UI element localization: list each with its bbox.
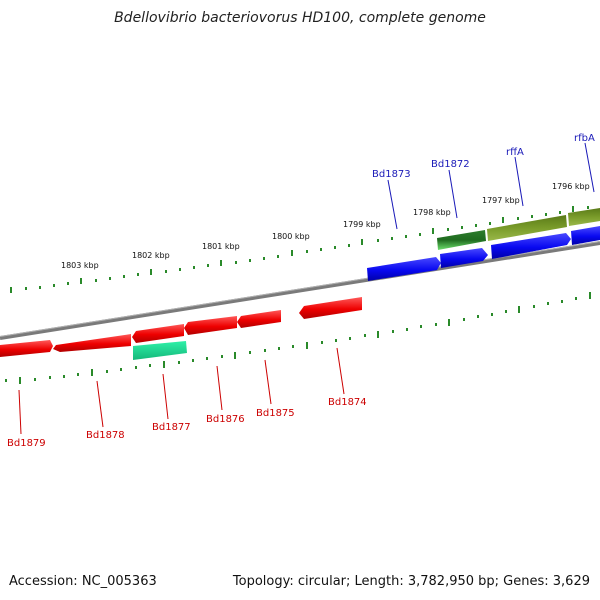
lower-leader-lines xyxy=(18,347,345,435)
tick-label: 1800 kbp xyxy=(272,232,310,241)
tick-label: 1797 kbp xyxy=(482,196,520,205)
gene-label-bd1872[interactable]: Bd1872 xyxy=(431,159,470,170)
gene-arrow-bd1872[interactable] xyxy=(440,248,488,268)
gene-arrow-bd1878[interactable] xyxy=(53,334,131,352)
gene-arrow-bd1875[interactable] xyxy=(237,310,281,328)
feature-rfba-olive[interactable] xyxy=(568,208,600,226)
gene-label-rfba[interactable]: rfbA xyxy=(574,133,595,144)
gene-arrow-bd1876[interactable] xyxy=(184,316,237,335)
gene-label-bd1879[interactable]: Bd1879 xyxy=(7,438,46,449)
genome-summary-text: Topology: circular; Length: 3,782,950 bp… xyxy=(232,574,590,589)
tick-label: 1799 kbp xyxy=(343,220,381,229)
gene-label-bd1877[interactable]: Bd1877 xyxy=(152,422,191,433)
reverse-strand-features xyxy=(0,297,362,360)
gene-arrow-bd1877[interactable] xyxy=(132,324,184,343)
gene-label-rffa[interactable]: rffA xyxy=(506,147,524,158)
tick-label: 1796 kbp xyxy=(552,182,590,191)
forward-strand-features xyxy=(367,208,600,281)
feature-rffa-olive[interactable] xyxy=(487,215,567,241)
gene-label-bd1876[interactable]: Bd1876 xyxy=(206,414,245,425)
gene-label-bd1874[interactable]: Bd1874 xyxy=(328,397,367,408)
upper-tick-dots xyxy=(25,206,589,290)
gene-arrow-rfba[interactable] xyxy=(571,226,600,245)
gene-arrow-rffa[interactable] xyxy=(491,233,571,259)
upper-tick-track xyxy=(10,206,574,293)
genome-title: Bdellovibrio bacteriovorus HD100, comple… xyxy=(114,10,486,26)
lower-tick-dots xyxy=(5,297,577,382)
gene-label-bd1873[interactable]: Bd1873 xyxy=(372,169,411,180)
gene-arrow-bd1879[interactable] xyxy=(0,340,53,357)
tick-label: 1801 kbp xyxy=(202,242,240,251)
lower-tick-track xyxy=(19,292,591,384)
tick-label: 1798 kbp xyxy=(413,208,451,217)
accession-text: Accession: NC_005363 xyxy=(9,574,157,589)
gene-arrow-bd1873[interactable] xyxy=(367,257,441,281)
genome-backbone xyxy=(0,241,600,340)
gene-label-bd1878[interactable]: Bd1878 xyxy=(86,430,125,441)
upper-leader-lines xyxy=(387,142,595,230)
tick-label: 1802 kbp xyxy=(132,251,170,260)
gene-arrow-bd1874[interactable] xyxy=(299,297,362,319)
rna-arrow-bd1877[interactable] xyxy=(133,341,187,360)
gene-label-bd1875[interactable]: Bd1875 xyxy=(256,408,295,419)
feature-bd1872-green[interactable] xyxy=(437,230,486,250)
tick-label: 1803 kbp xyxy=(61,261,99,270)
